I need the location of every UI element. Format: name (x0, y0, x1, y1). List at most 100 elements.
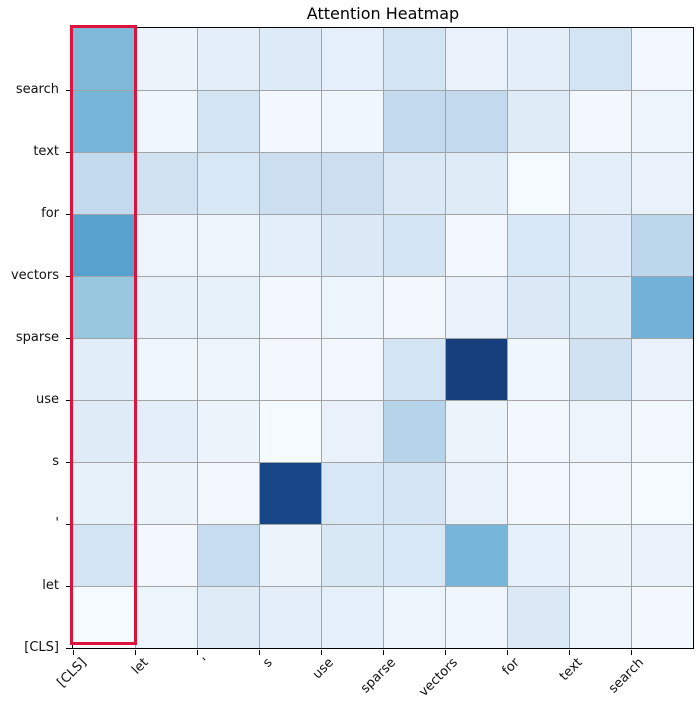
y-tick-label: [CLS] (24, 640, 59, 656)
heatmap-cell (135, 276, 197, 338)
heatmap-cell (135, 338, 197, 400)
y-tick-label: sparse (15, 330, 59, 346)
heatmap-cell (73, 28, 135, 90)
y-tick-mark (66, 337, 72, 339)
y-tick-label: ' (55, 516, 59, 532)
x-tick-label: ' (200, 655, 214, 669)
heatmap-cell (197, 400, 259, 462)
x-tick-label: vectors (416, 655, 462, 700)
heatmap-cell (569, 28, 631, 90)
y-tick-mark (66, 275, 72, 277)
heatmap-cell (259, 276, 321, 338)
heatmap-cell (73, 586, 135, 648)
heatmap-cell (631, 400, 693, 462)
heatmap-cell (445, 586, 507, 648)
heatmap-cell (259, 338, 321, 400)
x-tick-label: sparse (358, 655, 400, 697)
x-tick-mark (444, 649, 446, 655)
heatmap-cell (631, 462, 693, 524)
y-tick-label: text (33, 144, 59, 160)
heatmap-cell (445, 400, 507, 462)
heatmap-cell (259, 400, 321, 462)
heatmap-cell (321, 28, 383, 90)
x-tick-mark (258, 649, 260, 655)
gridline (73, 337, 693, 339)
heatmap-cell (569, 400, 631, 462)
y-tick-label: for (41, 206, 59, 222)
heatmap-cell (631, 152, 693, 214)
heatmap-cell (321, 462, 383, 524)
heatmap-cell (569, 524, 631, 586)
x-tick-label: s (259, 655, 276, 671)
heatmap-cell (259, 152, 321, 214)
heatmap-cell (569, 90, 631, 152)
heatmap-cell (445, 524, 507, 586)
heatmap-cell (631, 28, 693, 90)
heatmap-cell (321, 338, 383, 400)
y-tick-mark (66, 151, 72, 153)
heatmap-cell (259, 28, 321, 90)
heatmap-cell (631, 524, 693, 586)
heatmap-cell (73, 152, 135, 214)
heatmap-cell (631, 338, 693, 400)
heatmap-cell (445, 462, 507, 524)
heatmap-cells (73, 28, 693, 648)
heatmap-cell (569, 462, 631, 524)
y-tick-mark (66, 647, 72, 649)
heatmap-cell (73, 524, 135, 586)
heatmap-plot-area (72, 27, 694, 649)
heatmap-cell (383, 400, 445, 462)
heatmap-cell (631, 276, 693, 338)
heatmap-cell (259, 214, 321, 276)
heatmap-cell (197, 586, 259, 648)
heatmap-cell (321, 90, 383, 152)
heatmap-cell (383, 276, 445, 338)
x-tick-mark (506, 649, 508, 655)
heatmap-cell (197, 28, 259, 90)
heatmap-cell (383, 524, 445, 586)
x-tick-label: for (499, 655, 524, 679)
heatmap-cell (569, 338, 631, 400)
heatmap-cell (445, 152, 507, 214)
y-tick-mark (66, 213, 72, 215)
heatmap-cell (259, 524, 321, 586)
y-tick-label: s (52, 454, 59, 470)
x-tick-mark (382, 649, 384, 655)
heatmap-cell (383, 28, 445, 90)
heatmap-cell (197, 524, 259, 586)
gridline (506, 28, 508, 648)
y-tick-label: vectors (10, 268, 59, 284)
heatmap-cell (73, 90, 135, 152)
heatmap-cell (197, 276, 259, 338)
gridline (73, 399, 693, 401)
heatmap-cell (507, 276, 569, 338)
heatmap-cell (321, 400, 383, 462)
heatmap-cell (445, 90, 507, 152)
gridline (73, 523, 693, 525)
x-tick-label: use (310, 655, 338, 683)
heatmap-cell (507, 586, 569, 648)
heatmap-cell (383, 90, 445, 152)
y-tick-mark (66, 399, 72, 401)
heatmap-cell (259, 586, 321, 648)
heatmap-cell (197, 462, 259, 524)
x-tick-mark (134, 649, 136, 655)
heatmap-cell (321, 214, 383, 276)
heatmap-cell (73, 462, 135, 524)
chart-title: Attention Heatmap (306, 4, 460, 23)
heatmap-cell (321, 524, 383, 586)
heatmap-cell (569, 586, 631, 648)
heatmap-cell (197, 338, 259, 400)
x-tick-label: text (556, 655, 586, 685)
heatmap-cell (321, 276, 383, 338)
x-tick-mark (630, 649, 632, 655)
gridline (444, 28, 446, 648)
x-tick-mark (72, 649, 74, 655)
heatmap-cell (135, 214, 197, 276)
heatmap-cell (569, 152, 631, 214)
gridline (73, 461, 693, 463)
heatmap-cell (507, 28, 569, 90)
heatmap-cell (73, 276, 135, 338)
x-tick-label: [CLS] (54, 655, 90, 691)
